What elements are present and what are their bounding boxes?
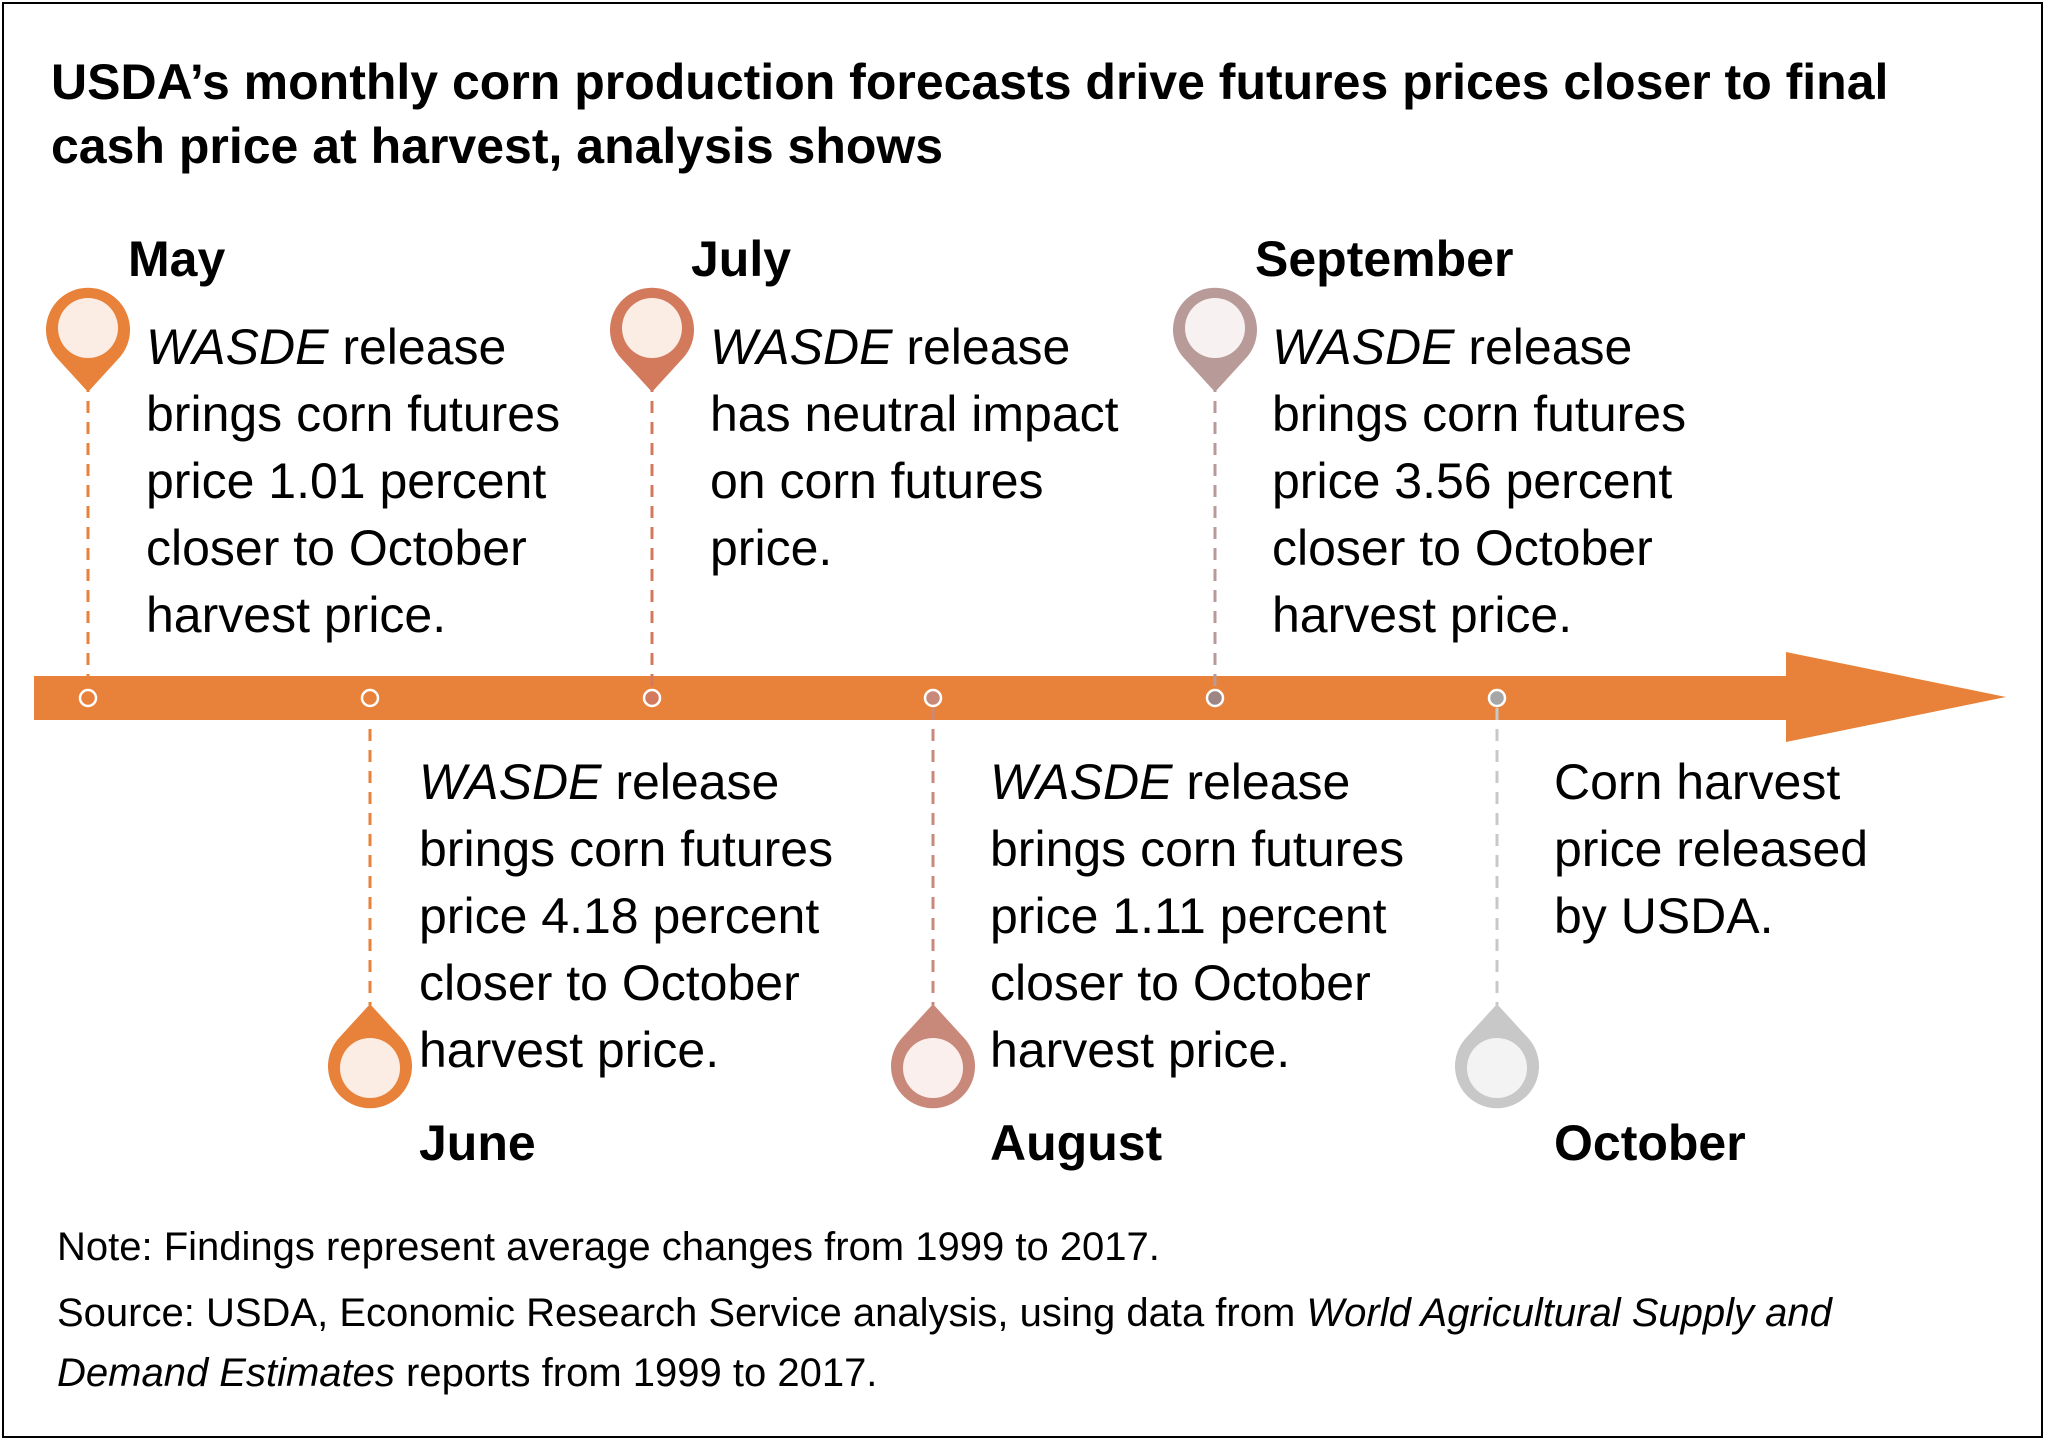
month-label-august: August xyxy=(990,1115,1163,1171)
may-dot xyxy=(78,688,98,708)
wasde-label: WASDE xyxy=(710,319,893,375)
month-label-may: May xyxy=(128,231,226,287)
event-description-august: WASDE release brings corn futures price … xyxy=(990,749,1490,1084)
event-text: release brings corn futures price 1.11 p… xyxy=(990,754,1405,1078)
june-pin-icon xyxy=(327,1004,412,1109)
source-suffix: reports from 1999 to 2017. xyxy=(394,1351,878,1395)
october-dot xyxy=(1487,688,1507,708)
timeline-arrow-shaft xyxy=(34,676,1794,720)
month-label-september: September xyxy=(1255,231,1514,287)
september-pin-icon xyxy=(1173,287,1257,392)
september-dot xyxy=(1205,688,1225,708)
june-dot xyxy=(360,688,380,708)
wasde-label: WASDE xyxy=(146,319,329,375)
month-label-july: July xyxy=(691,231,792,287)
event-text: release has neutral impact on corn futur… xyxy=(710,319,1119,576)
source-prefix: Source: USDA, Economic Research Service … xyxy=(57,1291,1307,1335)
event-description-may: WASDE release brings corn futures price … xyxy=(146,314,646,649)
month-label-october: October xyxy=(1554,1115,1746,1171)
wasde-label: WASDE xyxy=(990,754,1173,810)
event-text: release brings corn futures price 4.18 p… xyxy=(419,754,834,1078)
event-text: release brings corn futures price 3.56 p… xyxy=(1272,319,1687,643)
event-description-september: WASDE release brings corn futures price … xyxy=(1272,314,1772,649)
timeline-arrow-head xyxy=(1786,652,2006,742)
event-description-october: Corn harvest price released by USDA. xyxy=(1554,749,1904,950)
august-dot xyxy=(923,688,943,708)
wasde-label: WASDE xyxy=(1272,319,1455,375)
source-report-title: World Agricultural Supply and Demand Est… xyxy=(57,1291,1832,1395)
figure-title: USDA’s monthly corn production forecasts… xyxy=(51,54,1889,174)
october-pin-icon xyxy=(1455,1004,1540,1109)
event-description-june: WASDE release brings corn futures price … xyxy=(419,749,919,1084)
figure-note: Note: Findings represent average changes… xyxy=(57,1225,1160,1269)
may-pin-icon xyxy=(46,287,131,392)
month-label-june: June xyxy=(419,1115,536,1171)
event-text: release brings corn futures price 1.01 p… xyxy=(146,319,561,643)
figure-source: Source: USDA, Economic Research Service … xyxy=(57,1283,1957,1403)
event-description-july: WASDE release has neutral impact on corn… xyxy=(710,314,1140,582)
wasde-label: WASDE xyxy=(419,754,602,810)
july-pin-icon xyxy=(609,287,694,392)
august-pin-icon xyxy=(891,1004,975,1109)
july-dot xyxy=(642,688,662,708)
event-text: Corn harvest price released by USDA. xyxy=(1554,754,1869,944)
